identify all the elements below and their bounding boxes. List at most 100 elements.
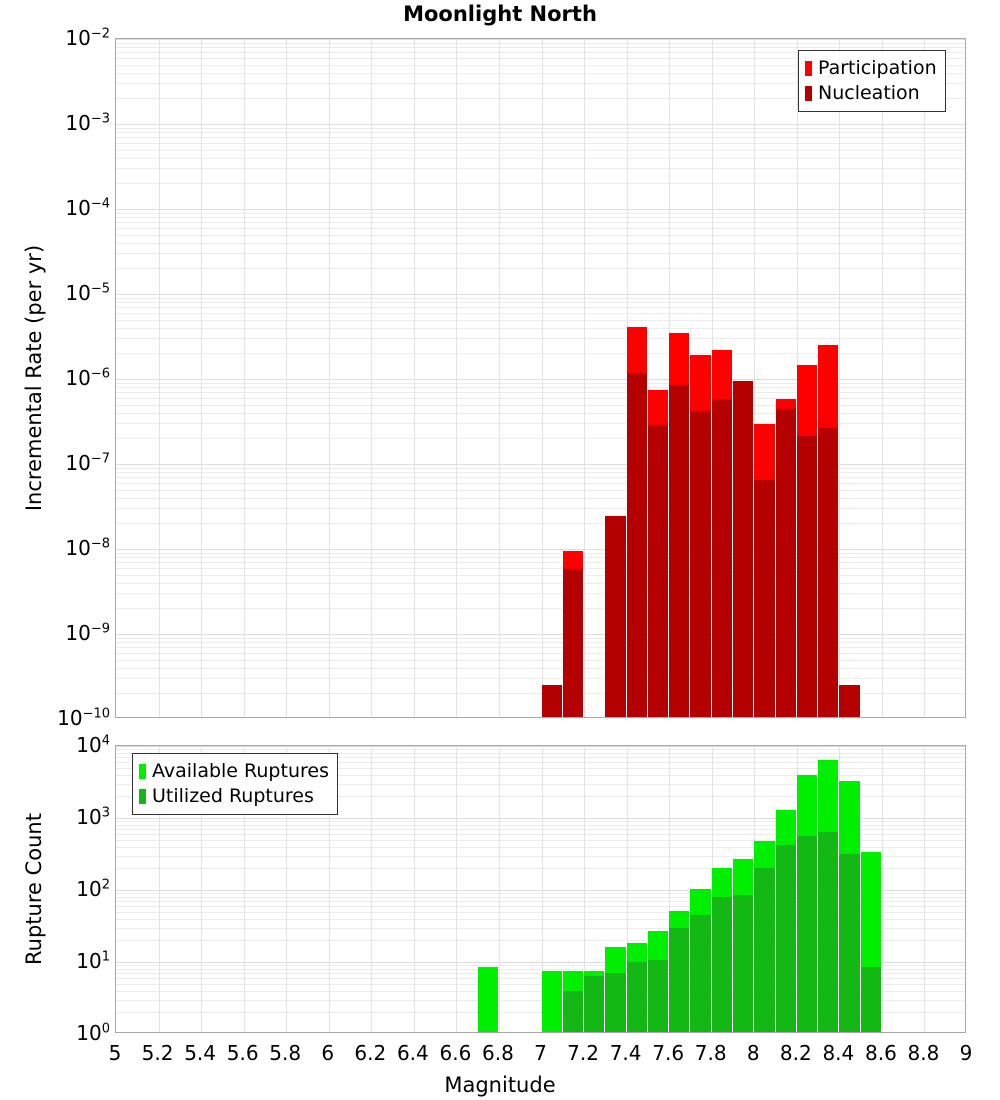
bar-segment-available (477, 966, 498, 1032)
bar (562, 746, 584, 1032)
bar (754, 39, 775, 717)
x-axis-tick: 7.4 (609, 1041, 642, 1065)
legend-item: Utilized Ruptures (139, 784, 329, 809)
bar-segment-nucleation (562, 569, 584, 717)
bar-segment-nucleation (626, 373, 647, 717)
x-axis-tick: 8 (746, 1041, 760, 1065)
y-axis-tick: 104 (76, 733, 110, 757)
y-axis-tick: 10−7 (65, 451, 110, 475)
bar (818, 746, 839, 1032)
legend-item: Nucleation (805, 81, 937, 106)
bottom-y-axis-label: Rupture Count (22, 813, 46, 965)
legend-item: Participation (805, 56, 937, 81)
x-axis-label: Magnitude (444, 1073, 556, 1097)
y-axis-tick: 10−6 (65, 366, 110, 390)
x-axis-tick: 6 (321, 1041, 335, 1065)
y-axis-tick: 102 (76, 877, 110, 901)
bar-segment-utilized (647, 960, 669, 1032)
y-axis-tick: 10−4 (65, 196, 110, 220)
bar (669, 39, 690, 717)
bar-segment-nucleation (732, 380, 754, 717)
bar (647, 39, 669, 717)
bar-segment-utilized (605, 973, 626, 1032)
x-axis-tick: 5.4 (184, 1041, 216, 1065)
y-axis-tick: 10−10 (57, 706, 110, 730)
x-axis-tick: 5.8 (269, 1041, 302, 1065)
bar-segment-nucleation (711, 399, 732, 717)
bar-segment-utilized (669, 927, 690, 1032)
x-axis-tick: 5 (108, 1041, 122, 1065)
legend-label: Nucleation (818, 82, 920, 104)
bar (605, 39, 626, 717)
legend-swatch-icon (805, 86, 812, 101)
y-axis-tick: 100 (76, 1021, 110, 1045)
bar (818, 39, 839, 717)
legend-label: Participation (818, 57, 937, 79)
bar (541, 746, 562, 1032)
x-axis-tick: 6.6 (439, 1041, 472, 1065)
bar (626, 746, 647, 1032)
x-axis-tick: 6.8 (482, 1041, 514, 1065)
top-bar-series (116, 39, 965, 717)
bar-segment-nucleation (775, 409, 796, 717)
bar-segment-utilized (796, 836, 818, 1032)
x-axis-tick: 8.2 (779, 1041, 812, 1065)
bar (690, 746, 711, 1032)
bar (605, 746, 626, 1032)
y-axis-tick: 10−5 (65, 281, 110, 305)
bar-segment-nucleation (754, 479, 775, 717)
incremental-rate-plot-area (115, 38, 966, 718)
x-axis-tick: 8.4 (822, 1041, 855, 1065)
bar-segment-utilized (732, 894, 754, 1032)
bar (732, 746, 754, 1032)
bar-segment-nucleation (605, 516, 626, 717)
bar-segment-utilized (711, 896, 732, 1032)
top-legend: Participation Nucleation (798, 50, 946, 112)
x-axis-tick: 9 (959, 1041, 973, 1065)
legend-swatch-icon (139, 764, 146, 779)
bar (711, 39, 732, 717)
bar-segment-utilized (775, 844, 796, 1032)
bar (775, 746, 796, 1032)
bar (796, 746, 818, 1032)
x-axis-tick: 5.6 (226, 1041, 259, 1065)
legend-swatch-icon (139, 789, 146, 804)
y-axis-tick: 10−2 (65, 26, 110, 50)
bar (711, 746, 732, 1032)
x-axis-tick: 8.6 (864, 1041, 897, 1065)
x-axis-tick: 8.8 (907, 1041, 940, 1065)
bar-segment-nucleation (690, 410, 711, 717)
bar-segment-nucleation (818, 428, 839, 717)
bar (732, 39, 754, 717)
x-axis-tick: 6.4 (396, 1041, 429, 1065)
y-axis-tick: 103 (76, 805, 110, 829)
bar-segment-nucleation (839, 684, 860, 717)
bar (541, 39, 562, 717)
bar (860, 746, 881, 1032)
bar-segment-utilized (626, 961, 647, 1032)
legend-label: Utilized Ruptures (152, 785, 314, 807)
bar-segment-available (541, 971, 562, 1032)
bar-segment-utilized (690, 915, 711, 1032)
bar (754, 746, 775, 1032)
x-axis-tick: 7.6 (652, 1041, 685, 1065)
legend-item: Available Ruptures (139, 759, 329, 784)
bar (775, 39, 796, 717)
bar (839, 39, 860, 717)
bar-segment-utilized (562, 991, 584, 1032)
x-axis-tick: 6.2 (354, 1041, 387, 1065)
bar-segment-nucleation (669, 385, 690, 717)
bottom-bar-series (116, 746, 965, 1032)
y-axis-tick: 10−9 (65, 621, 110, 645)
y-axis-tick: 10−8 (65, 536, 110, 560)
bar (626, 39, 647, 717)
x-axis-tick: 5.2 (141, 1041, 174, 1065)
bottom-gridlines (116, 746, 965, 1032)
bar (647, 746, 669, 1032)
bar-segment-utilized (754, 867, 775, 1032)
x-axis-tick: 7 (534, 1041, 547, 1065)
top-gridlines (116, 39, 965, 717)
